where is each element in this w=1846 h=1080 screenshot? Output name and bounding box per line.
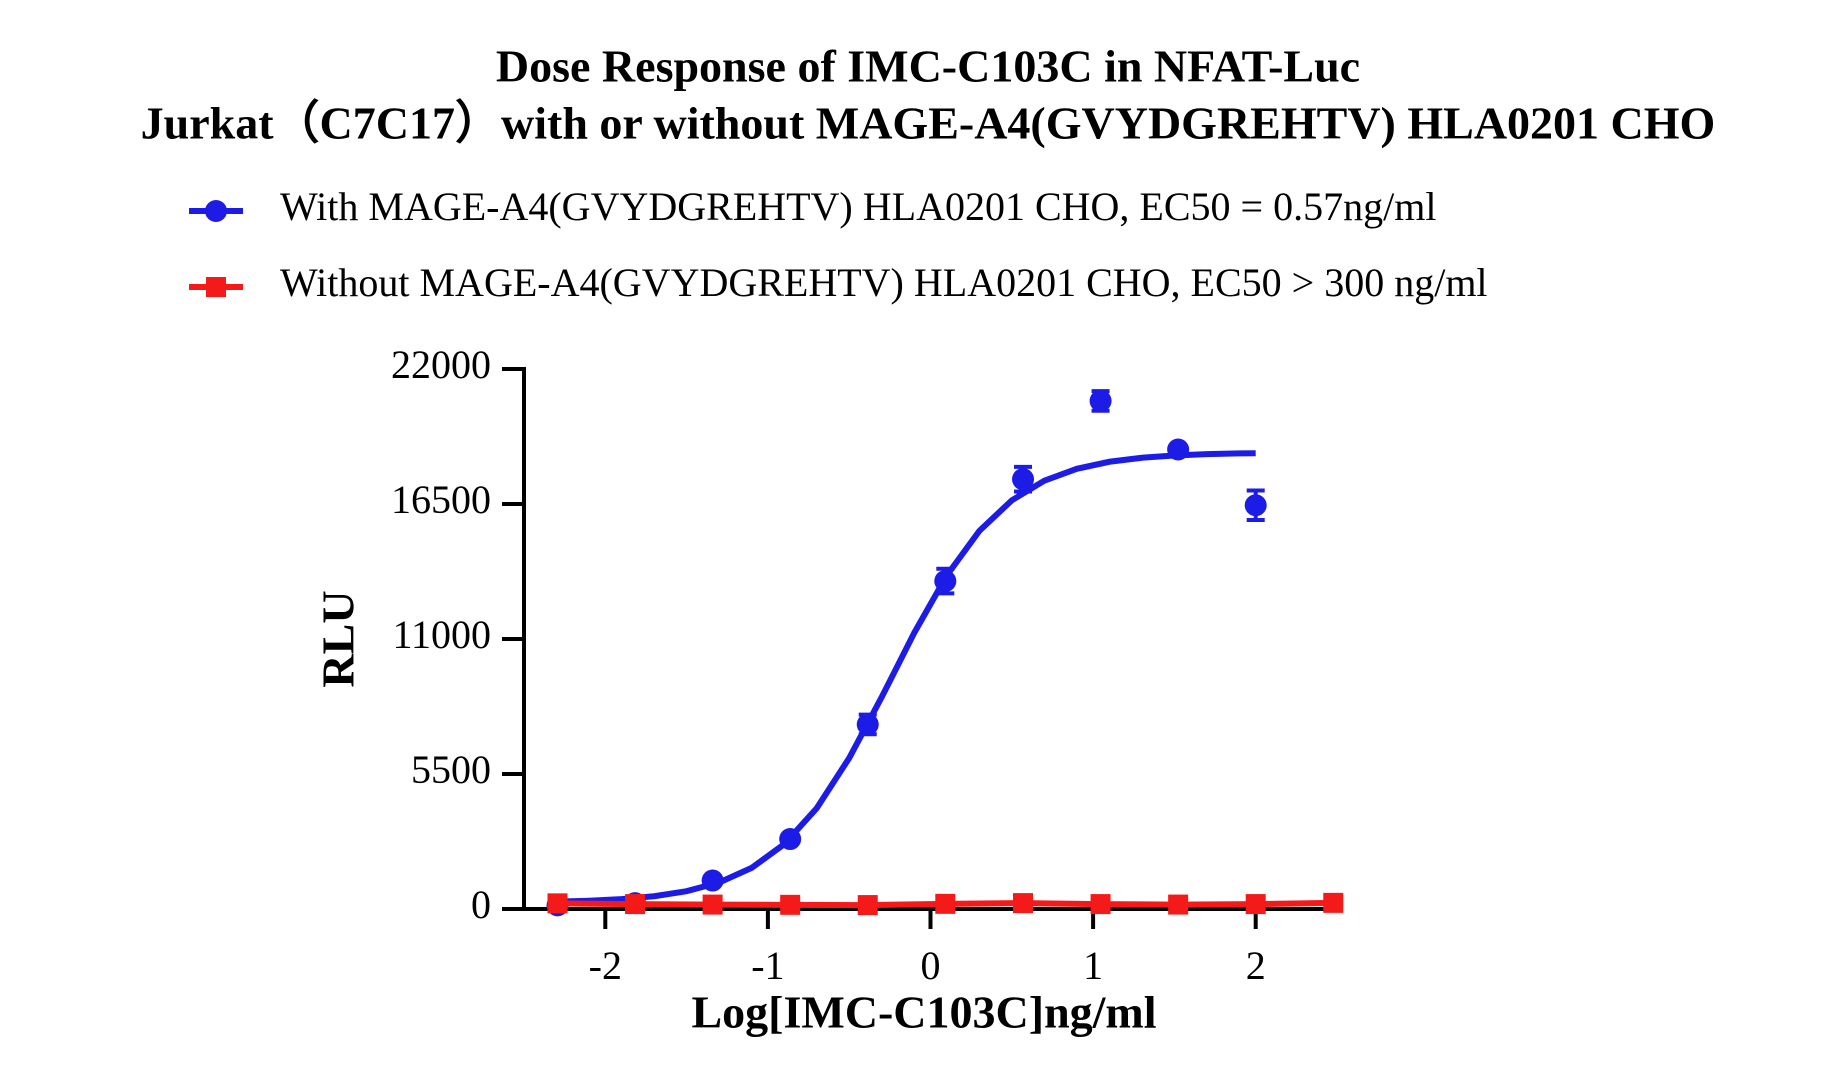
marker (856, 713, 879, 736)
y-axis-label: RLU (313, 590, 364, 687)
x-tick-label: -1 (751, 943, 784, 988)
chart-title: Dose Response of IMC-C103C in NFAT-Luc (496, 41, 1360, 92)
chart-title: Jurkat（C7C17）with or without MAGE-A4(GVY… (141, 98, 1716, 149)
marker (857, 895, 878, 916)
fit-curve (556, 450, 1256, 905)
marker (1167, 438, 1190, 461)
marker (701, 869, 724, 892)
y-tick-label: 16500 (391, 477, 491, 522)
legend-marker (206, 277, 226, 297)
marker (1090, 894, 1111, 915)
legend-marker (205, 200, 227, 222)
marker (1012, 468, 1035, 491)
marker (780, 894, 801, 915)
x-axis-label: Log[IMC-C103C]ng/ml (691, 987, 1156, 1038)
marker (934, 570, 957, 593)
marker (1244, 494, 1267, 517)
marker (625, 894, 646, 915)
marker (935, 893, 956, 914)
marker (1323, 892, 1344, 913)
x-tick-label: -2 (589, 943, 622, 988)
marker (547, 893, 568, 914)
y-tick-label: 11000 (392, 612, 491, 657)
marker (702, 894, 723, 915)
marker (1013, 893, 1034, 914)
legend-label: With MAGE-A4(GVYDGREHTV) HLA0201 CHO, EC… (280, 184, 1436, 229)
marker (1089, 389, 1112, 412)
y-tick-label: 0 (471, 882, 491, 927)
x-tick-label: 2 (1246, 943, 1266, 988)
legend-label: Without MAGE-A4(GVYDGREHTV) HLA0201 CHO,… (280, 260, 1488, 305)
marker (779, 828, 802, 851)
y-tick-label: 5500 (411, 747, 491, 792)
x-tick-label: 1 (1083, 943, 1103, 988)
marker (1168, 894, 1189, 915)
x-tick-label: 0 (921, 943, 941, 988)
marker (1245, 894, 1266, 915)
y-tick-label: 22000 (391, 342, 491, 387)
